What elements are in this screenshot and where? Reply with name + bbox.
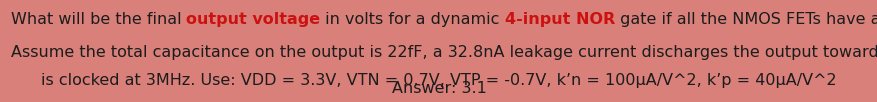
Text: What will be the final: What will be the final xyxy=(11,12,186,27)
Text: 4-input NOR: 4-input NOR xyxy=(504,12,615,27)
Text: output voltage: output voltage xyxy=(186,12,320,27)
Text: Assume the total capacitance on the output is 22fF, a 32.8nA leakage current dis: Assume the total capacitance on the outp… xyxy=(11,45,877,60)
Text: Answer: 3.1: Answer: 3.1 xyxy=(391,81,486,96)
Text: gate if all the NMOS FETs have a: gate if all the NMOS FETs have a xyxy=(615,12,877,27)
Text: in volts for a dynamic: in volts for a dynamic xyxy=(320,12,504,27)
Text: is clocked at 3MHz. Use: VDD = 3.3V, VTN = 0.7V, VTP = -0.7V, k’n = 100μA/V^2, k: is clocked at 3MHz. Use: VDD = 3.3V, VTN… xyxy=(41,73,836,88)
